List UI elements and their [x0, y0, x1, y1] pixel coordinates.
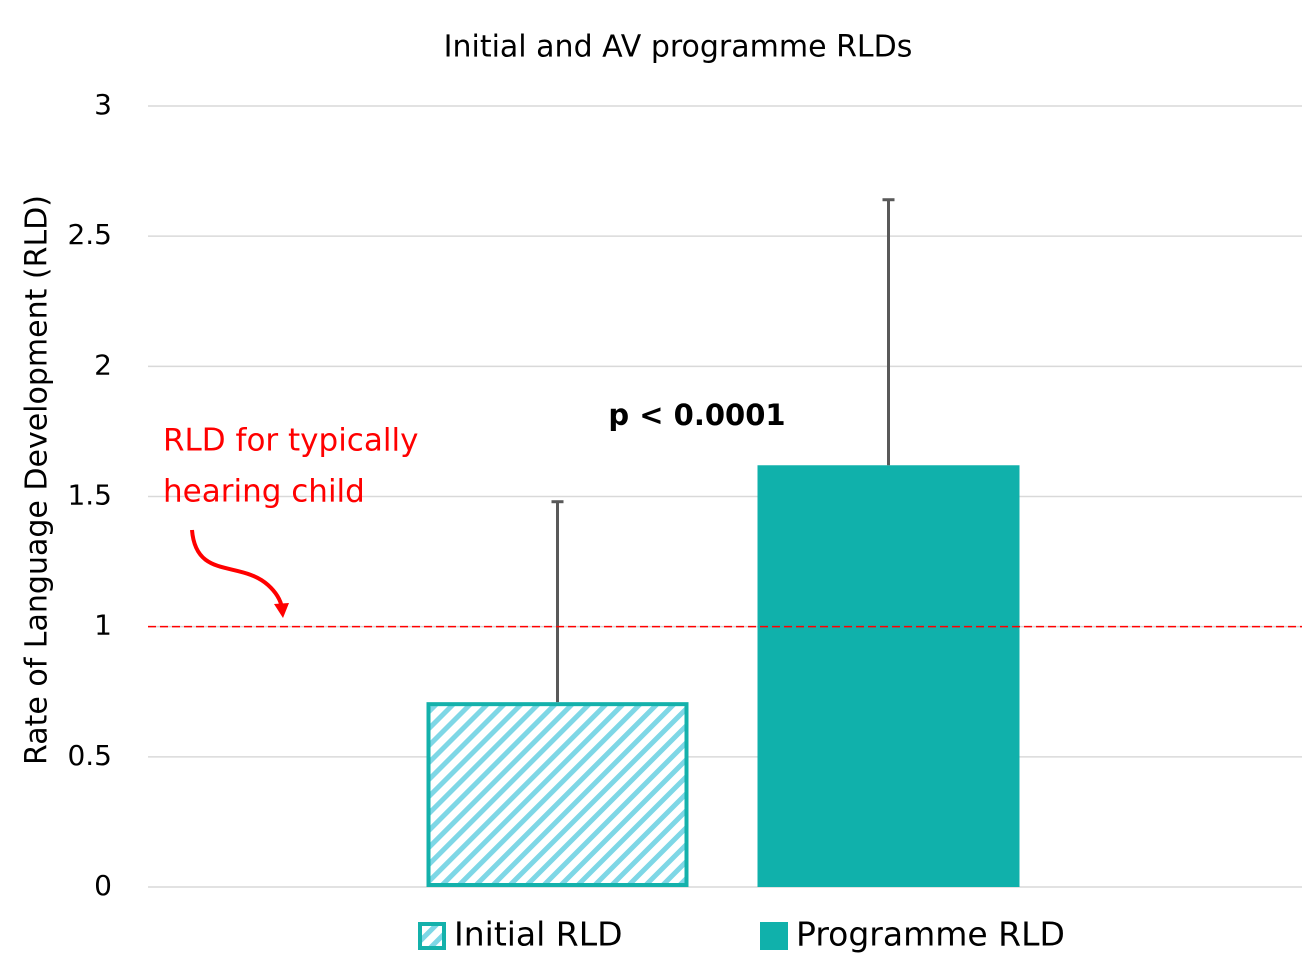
annotation: p < 0.0001	[608, 398, 785, 432]
legend-swatch	[760, 922, 788, 950]
bar	[757, 465, 1020, 887]
y-tick-label: 0	[94, 869, 112, 902]
y-tick-label: 0.5	[67, 739, 112, 772]
y-tick-label: 1	[94, 609, 112, 642]
bar	[426, 702, 689, 887]
chart-title: Initial and AV programme RLDs	[444, 30, 913, 65]
reference-label: RLD for typically	[163, 423, 418, 459]
legend-label: Initial RLD	[454, 915, 623, 953]
y-tick-label: 1.5	[67, 479, 112, 512]
annotation-arrowhead	[274, 603, 289, 618]
reference-label: hearing child	[163, 474, 365, 510]
y-tick-label: 2.5	[67, 218, 112, 251]
y-tick-label: 2	[94, 348, 112, 381]
y-axis-label: Rate of Language Development (RLD)	[20, 195, 55, 765]
y-tick-label: 3	[94, 88, 112, 121]
annotation-arrow	[190, 529, 284, 609]
legend-label: Programme RLD	[796, 915, 1065, 953]
legend-swatch	[418, 922, 446, 950]
